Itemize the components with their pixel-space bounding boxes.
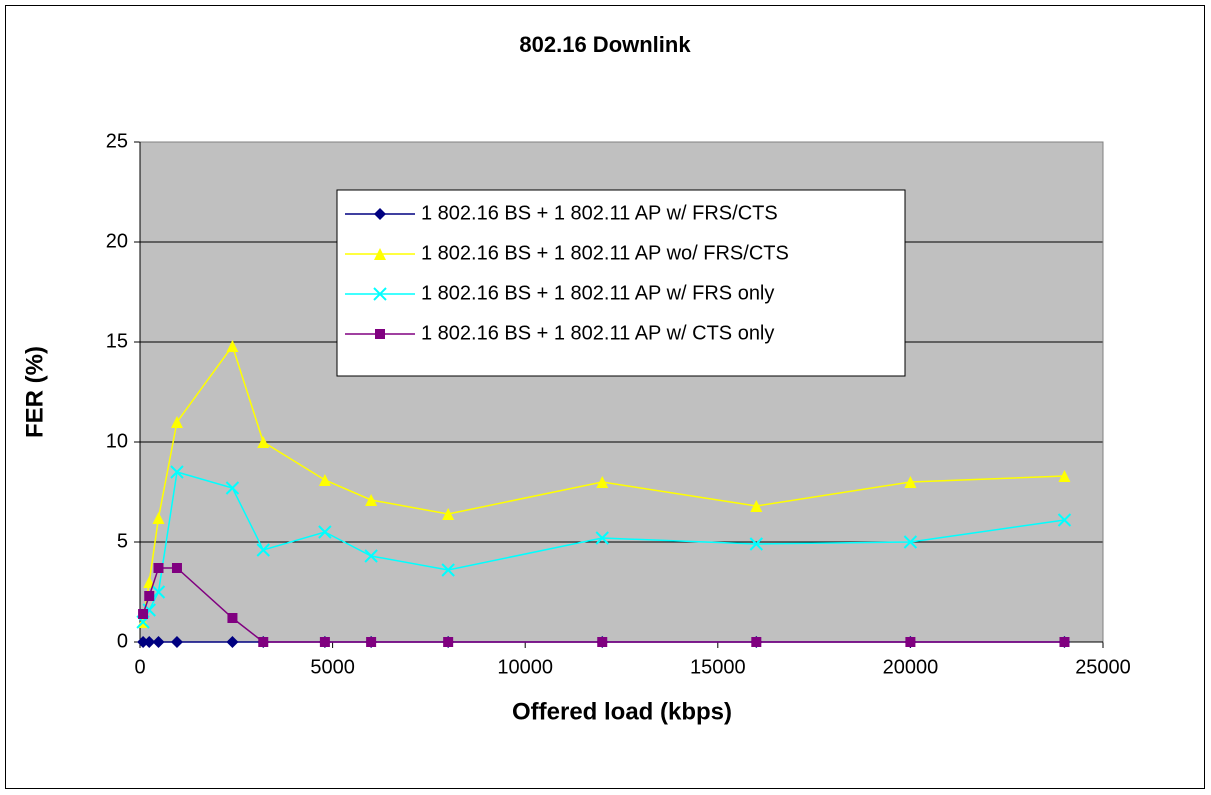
- marker: [749, 537, 764, 551]
- y-tick-label: 5: [117, 530, 128, 552]
- chart-title: 802.16 Downlink: [519, 32, 691, 57]
- marker: [318, 474, 331, 486]
- marker: [258, 637, 269, 647]
- x-tick-label: 25000: [1075, 656, 1131, 678]
- marker: [170, 636, 183, 648]
- marker: [225, 481, 240, 495]
- marker: [256, 543, 270, 557]
- marker: [170, 465, 184, 479]
- marker: [153, 563, 164, 573]
- marker: [226, 340, 239, 352]
- marker: [751, 637, 762, 647]
- y-axis-label: FER (%): [21, 346, 48, 438]
- legend-label: 1 802.16 BS + 1 802.11 AP wo/ FRS/CTS: [421, 242, 789, 264]
- x-tick-label: 10000: [497, 656, 553, 678]
- legend-marker: [374, 208, 386, 220]
- x-tick-label: 5000: [310, 656, 355, 678]
- legend-marker: [373, 287, 387, 301]
- marker: [1058, 470, 1071, 482]
- y-tick-label: 20: [106, 230, 128, 252]
- y-tick-label: 0: [117, 630, 128, 652]
- marker: [1057, 513, 1072, 527]
- x-tick-label: 20000: [883, 656, 939, 678]
- marker: [750, 500, 763, 512]
- marker: [170, 416, 183, 428]
- marker: [596, 476, 609, 488]
- marker: [137, 636, 150, 648]
- marker: [171, 563, 182, 573]
- marker: [152, 636, 165, 648]
- marker: [144, 591, 155, 601]
- marker: [904, 476, 917, 488]
- marker: [151, 585, 166, 599]
- marker: [152, 512, 165, 524]
- marker: [138, 609, 149, 619]
- marker: [595, 531, 609, 545]
- marker: [903, 535, 918, 549]
- marker: [597, 637, 608, 647]
- legend-label: 1 802.16 BS + 1 802.11 AP w/ FRS/CTS: [421, 202, 778, 224]
- marker: [441, 563, 455, 577]
- marker: [365, 494, 378, 506]
- marker: [143, 636, 156, 648]
- marker: [366, 637, 377, 647]
- marker: [318, 525, 332, 539]
- marker: [1059, 637, 1070, 647]
- y-tick-label: 15: [106, 330, 128, 352]
- marker: [257, 436, 270, 448]
- marker: [319, 637, 330, 647]
- y-tick-label: 25: [106, 130, 128, 152]
- marker: [226, 636, 239, 648]
- legend-label: 1 802.16 BS + 1 802.11 AP w/ FRS only: [421, 282, 774, 304]
- x-tick-label: 0: [134, 656, 145, 678]
- legend-marker: [374, 248, 386, 260]
- marker: [443, 637, 454, 647]
- legend-box: [336, 189, 906, 377]
- legend-label: 1 802.16 BS + 1 802.11 AP w/ CTS only: [421, 322, 774, 344]
- marker: [364, 549, 378, 563]
- x-tick-label: 15000: [690, 656, 746, 678]
- marker: [227, 613, 238, 623]
- y-tick-label: 10: [106, 430, 128, 452]
- marker: [442, 508, 455, 520]
- legend-marker: [375, 329, 385, 339]
- marker: [905, 637, 916, 647]
- x-axis-label: Offered load (kbps): [512, 698, 732, 725]
